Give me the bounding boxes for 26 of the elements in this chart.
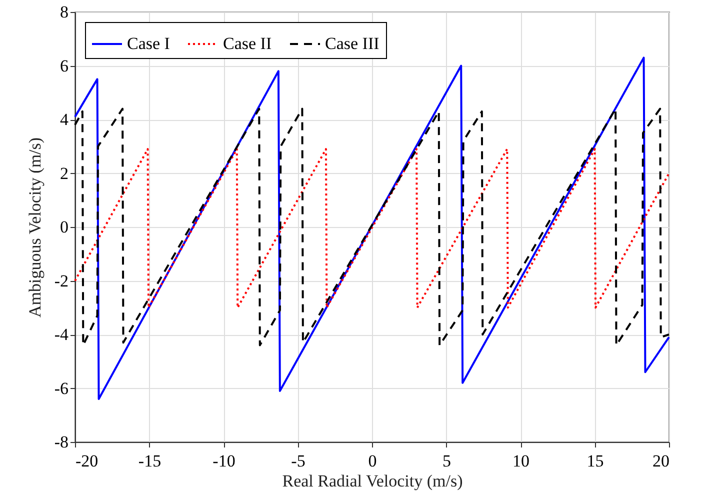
line-series xyxy=(74,56,670,400)
y-tick-label: -2 xyxy=(54,271,68,290)
x-axis-title: Real Radial Velocity (m/s) xyxy=(282,472,463,490)
x-tick-label: -5 xyxy=(291,452,306,470)
line-series xyxy=(74,148,670,309)
x-tick-label: -15 xyxy=(138,452,162,470)
legend-label: Case III xyxy=(325,34,380,53)
y-tick-label: -4 xyxy=(54,325,69,344)
y-tick-label: 6 xyxy=(60,56,68,76)
y-tick-label: 4 xyxy=(60,110,69,129)
legend-label: Case II xyxy=(223,34,272,53)
legend-label: Case I xyxy=(127,34,170,53)
x-tick-label: -20 xyxy=(76,452,98,470)
x-tick-label: 15 xyxy=(586,452,604,470)
y-tick-label: -8 xyxy=(54,432,68,452)
x-tick-label: -10 xyxy=(212,452,236,470)
x-tick-label: 0 xyxy=(368,452,377,470)
x-tick-label: 5 xyxy=(442,452,451,470)
x-tick-label: 20 xyxy=(652,452,670,470)
y-axis-title: Ambiguous Velocity (m/s) xyxy=(25,137,44,318)
y-tick-label: -6 xyxy=(54,378,68,398)
x-tick-label: 10 xyxy=(512,452,530,470)
y-tick-label: 8 xyxy=(60,2,68,22)
y-tick-label: 2 xyxy=(60,164,68,183)
y-tick-label: 0 xyxy=(60,218,68,236)
line-series xyxy=(74,108,670,346)
